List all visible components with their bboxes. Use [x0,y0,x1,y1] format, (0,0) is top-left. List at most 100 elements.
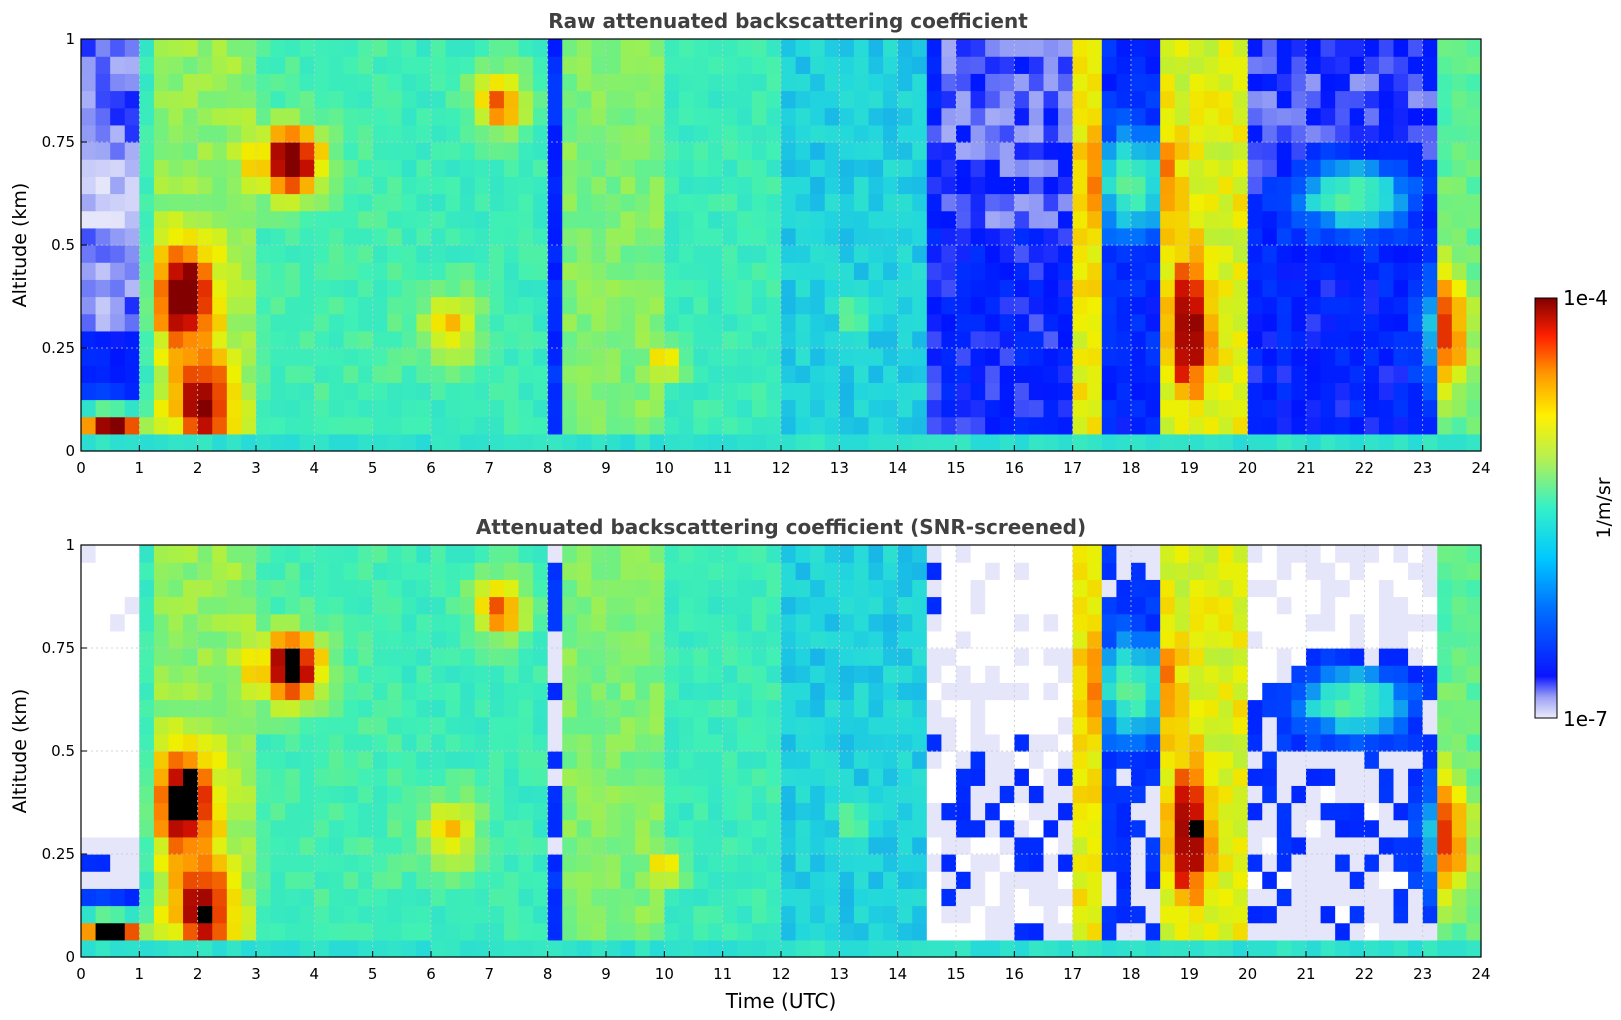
heatmap-cell [926,802,943,821]
heatmap-cell [722,699,738,718]
heatmap-cell [1087,733,1103,752]
heatmap-cell [999,888,1015,907]
heatmap-cell [285,142,301,160]
heatmap-cell [110,227,126,246]
heatmap-cell [328,939,345,958]
heatmap-cell [781,279,797,298]
heatmap-cell [314,365,330,383]
heatmap-cell [824,348,840,366]
heatmap-cell [1306,313,1322,332]
heatmap-cell [1087,630,1103,649]
heatmap-cell [212,888,228,907]
heatmap-cell [1378,39,1395,57]
heatmap-cell [358,682,374,701]
heatmap-cell [1335,716,1351,735]
heatmap-cell [503,871,520,889]
heatmap-cell [1087,73,1103,92]
heatmap-cell [139,871,155,889]
heatmap-cell [649,922,665,941]
heatmap-cell [912,176,928,195]
heatmap-cell [897,142,913,160]
heatmap-cell [795,682,811,701]
heatmap-cell [649,939,665,958]
heatmap-cell [970,802,986,821]
heatmap-cell [970,210,986,229]
heatmap-cell [737,433,753,452]
heatmap-cell [678,888,695,907]
heatmap-cell [606,227,622,246]
heatmap-cell [664,648,680,666]
heatmap-cell [358,785,374,804]
heatmap-cell [737,365,753,383]
heatmap-cell [328,648,345,666]
heatmap-cell [693,699,709,718]
heatmap-cell [1320,124,1336,143]
heatmap-cell [285,922,301,941]
heatmap-cell [1276,768,1293,786]
heatmap-cell [1349,682,1365,701]
heatmap-cell [1014,733,1030,752]
heatmap-cell [985,56,1001,74]
heatmap-cell [853,922,870,941]
heatmap-cell [926,836,943,855]
heatmap-cell [795,124,811,143]
heatmap-cell [518,107,534,126]
heatmap-cell [81,159,97,177]
heatmap-cell [781,613,797,632]
heatmap-cell [460,399,476,418]
heatmap-cell [518,888,534,907]
heatmap-cell [518,382,534,401]
heatmap-cell [1043,785,1059,804]
heatmap-cell [1058,382,1074,401]
heatmap-cell [1014,193,1030,212]
heatmap-cell [897,313,913,332]
heatmap-cell [328,296,345,315]
heatmap-cell [1058,613,1074,632]
heatmap-cell [883,630,899,649]
heatmap-cell [678,545,695,563]
heatmap-cell [795,90,811,109]
heatmap-cell [737,939,753,958]
heatmap-cell [970,630,986,649]
heatmap-cell [941,416,957,435]
heatmap-cell [956,888,972,907]
x-tick-label: 0 [76,965,86,983]
heatmap-cell [1466,107,1482,126]
heatmap-cell [1422,682,1438,701]
heatmap-cell [853,888,870,907]
heatmap-cell [387,382,403,401]
heatmap-cell [1131,176,1147,195]
heatmap-cell [139,854,155,872]
heatmap-cell [1101,613,1118,632]
heatmap-cell [576,90,593,109]
heatmap-cell [941,210,957,229]
heatmap-cell [489,90,505,109]
heatmap-cell [1451,665,1468,683]
heatmap-cell [810,768,826,786]
heatmap-cell [737,193,753,212]
heatmap-cell [839,313,855,332]
heatmap-cell [693,785,709,804]
heatmap-cell [1014,579,1030,598]
heatmap-cell [1422,888,1438,907]
heatmap-cell [1306,819,1322,838]
heatmap-cell [868,433,884,452]
heatmap-cell [1451,579,1468,598]
heatmap-cell [1174,142,1190,160]
heatmap-cell [562,330,578,349]
heatmap-cell [110,819,126,838]
heatmap-cell [343,922,359,941]
heatmap-cell [985,785,1001,804]
heatmap-cell [226,939,243,958]
heatmap-cell [1189,596,1205,615]
heatmap-cell [328,142,345,160]
heatmap-cell [1233,682,1249,701]
heatmap-cell [81,562,97,580]
heatmap-cell [1291,871,1307,889]
heatmap-cell [1437,210,1453,229]
heatmap-cell [110,613,126,632]
heatmap-cell [124,630,140,649]
heatmap-cell [693,416,709,435]
heatmap-cell [620,399,636,418]
heatmap-cell [649,751,665,769]
